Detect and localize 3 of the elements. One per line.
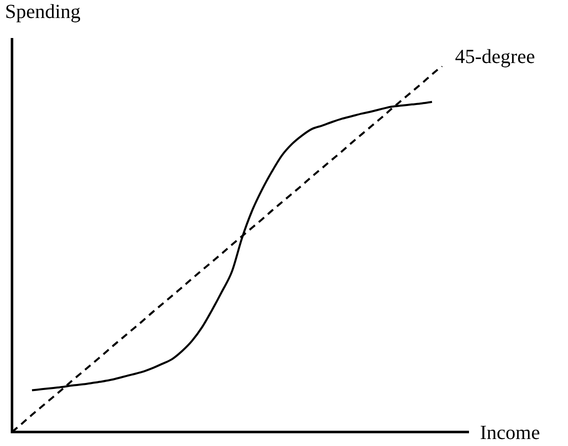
x-axis-title: Income [480,422,540,444]
y-axis-title: Spending [5,1,81,23]
series-label: 45-degree [455,46,536,68]
